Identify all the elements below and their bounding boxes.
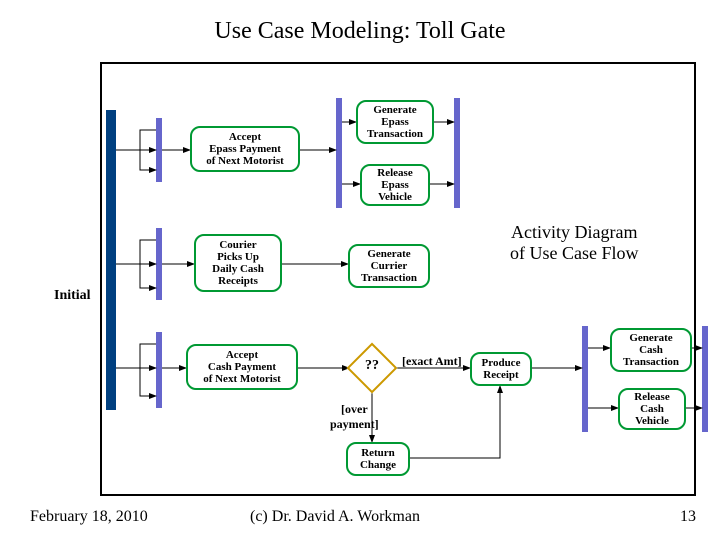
footer-date: February 18, 2010 [30, 508, 148, 526]
fork-epass-l [336, 98, 342, 208]
fork-cash-l [582, 326, 588, 432]
page-title: Use Case Modeling: Toll Gate [0, 18, 720, 45]
diagram-canvas: Use Case Modeling: Toll Gate [0, 0, 720, 540]
node-gen-currier: Generate Currier Transaction [348, 244, 430, 288]
footer-copyright: (c) Dr. David A. Workman [250, 508, 420, 526]
fork-left-bot [156, 332, 162, 408]
footer-page: 13 [680, 508, 696, 526]
annotation: Activity Diagram of Use Case Flow [510, 222, 639, 264]
node-rel-cash-veh: Release Cash Vehicle [618, 388, 686, 430]
initial-bar [106, 110, 116, 410]
exact-amt-label: [exact Amt] [402, 354, 462, 369]
node-rel-epass-veh: Release Epass Vehicle [360, 164, 430, 206]
fork-epass-r [454, 98, 460, 208]
fork-left-mid [156, 228, 162, 300]
node-accept-epass: Accept Epass Payment of Next Motorist [190, 126, 300, 172]
fork-left-top [156, 118, 162, 182]
node-produce-receipt: Produce Receipt [470, 352, 532, 386]
fork-cash-r [702, 326, 708, 432]
node-accept-cash: Accept Cash Payment of Next Motorist [186, 344, 298, 390]
node-courier: Courier Picks Up Daily Cash Receipts [194, 234, 282, 292]
over-payment-label: [over payment] [330, 402, 379, 432]
node-gen-cash-tx: Generate Cash Transaction [610, 328, 692, 372]
node-gen-epass-tx: Generate Epass Transaction [356, 100, 434, 144]
initial-label: Initial [54, 288, 91, 304]
node-return-change: Return Change [346, 442, 410, 476]
